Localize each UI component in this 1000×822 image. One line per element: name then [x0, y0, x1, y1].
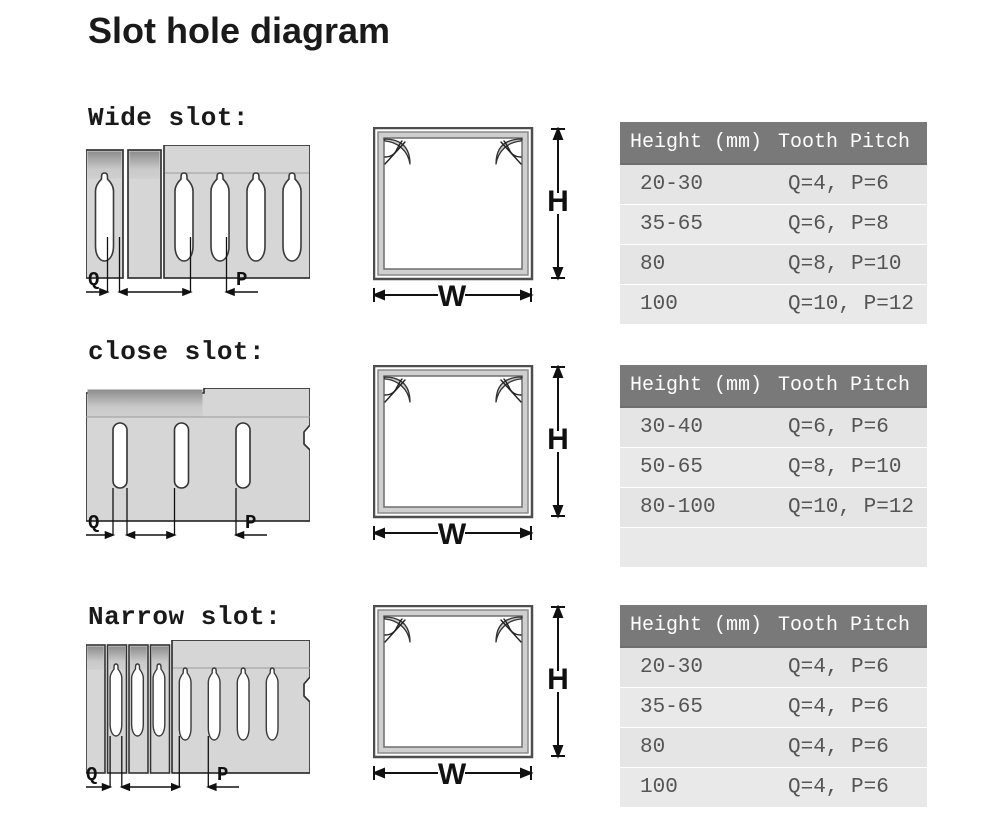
- svg-text:W: W: [438, 518, 467, 550]
- svg-text:H: H: [547, 185, 569, 218]
- svg-text:H: H: [547, 663, 569, 696]
- svg-text:W: W: [438, 280, 467, 312]
- svg-text:H: H: [547, 423, 569, 456]
- svg-text:W: W: [438, 758, 467, 790]
